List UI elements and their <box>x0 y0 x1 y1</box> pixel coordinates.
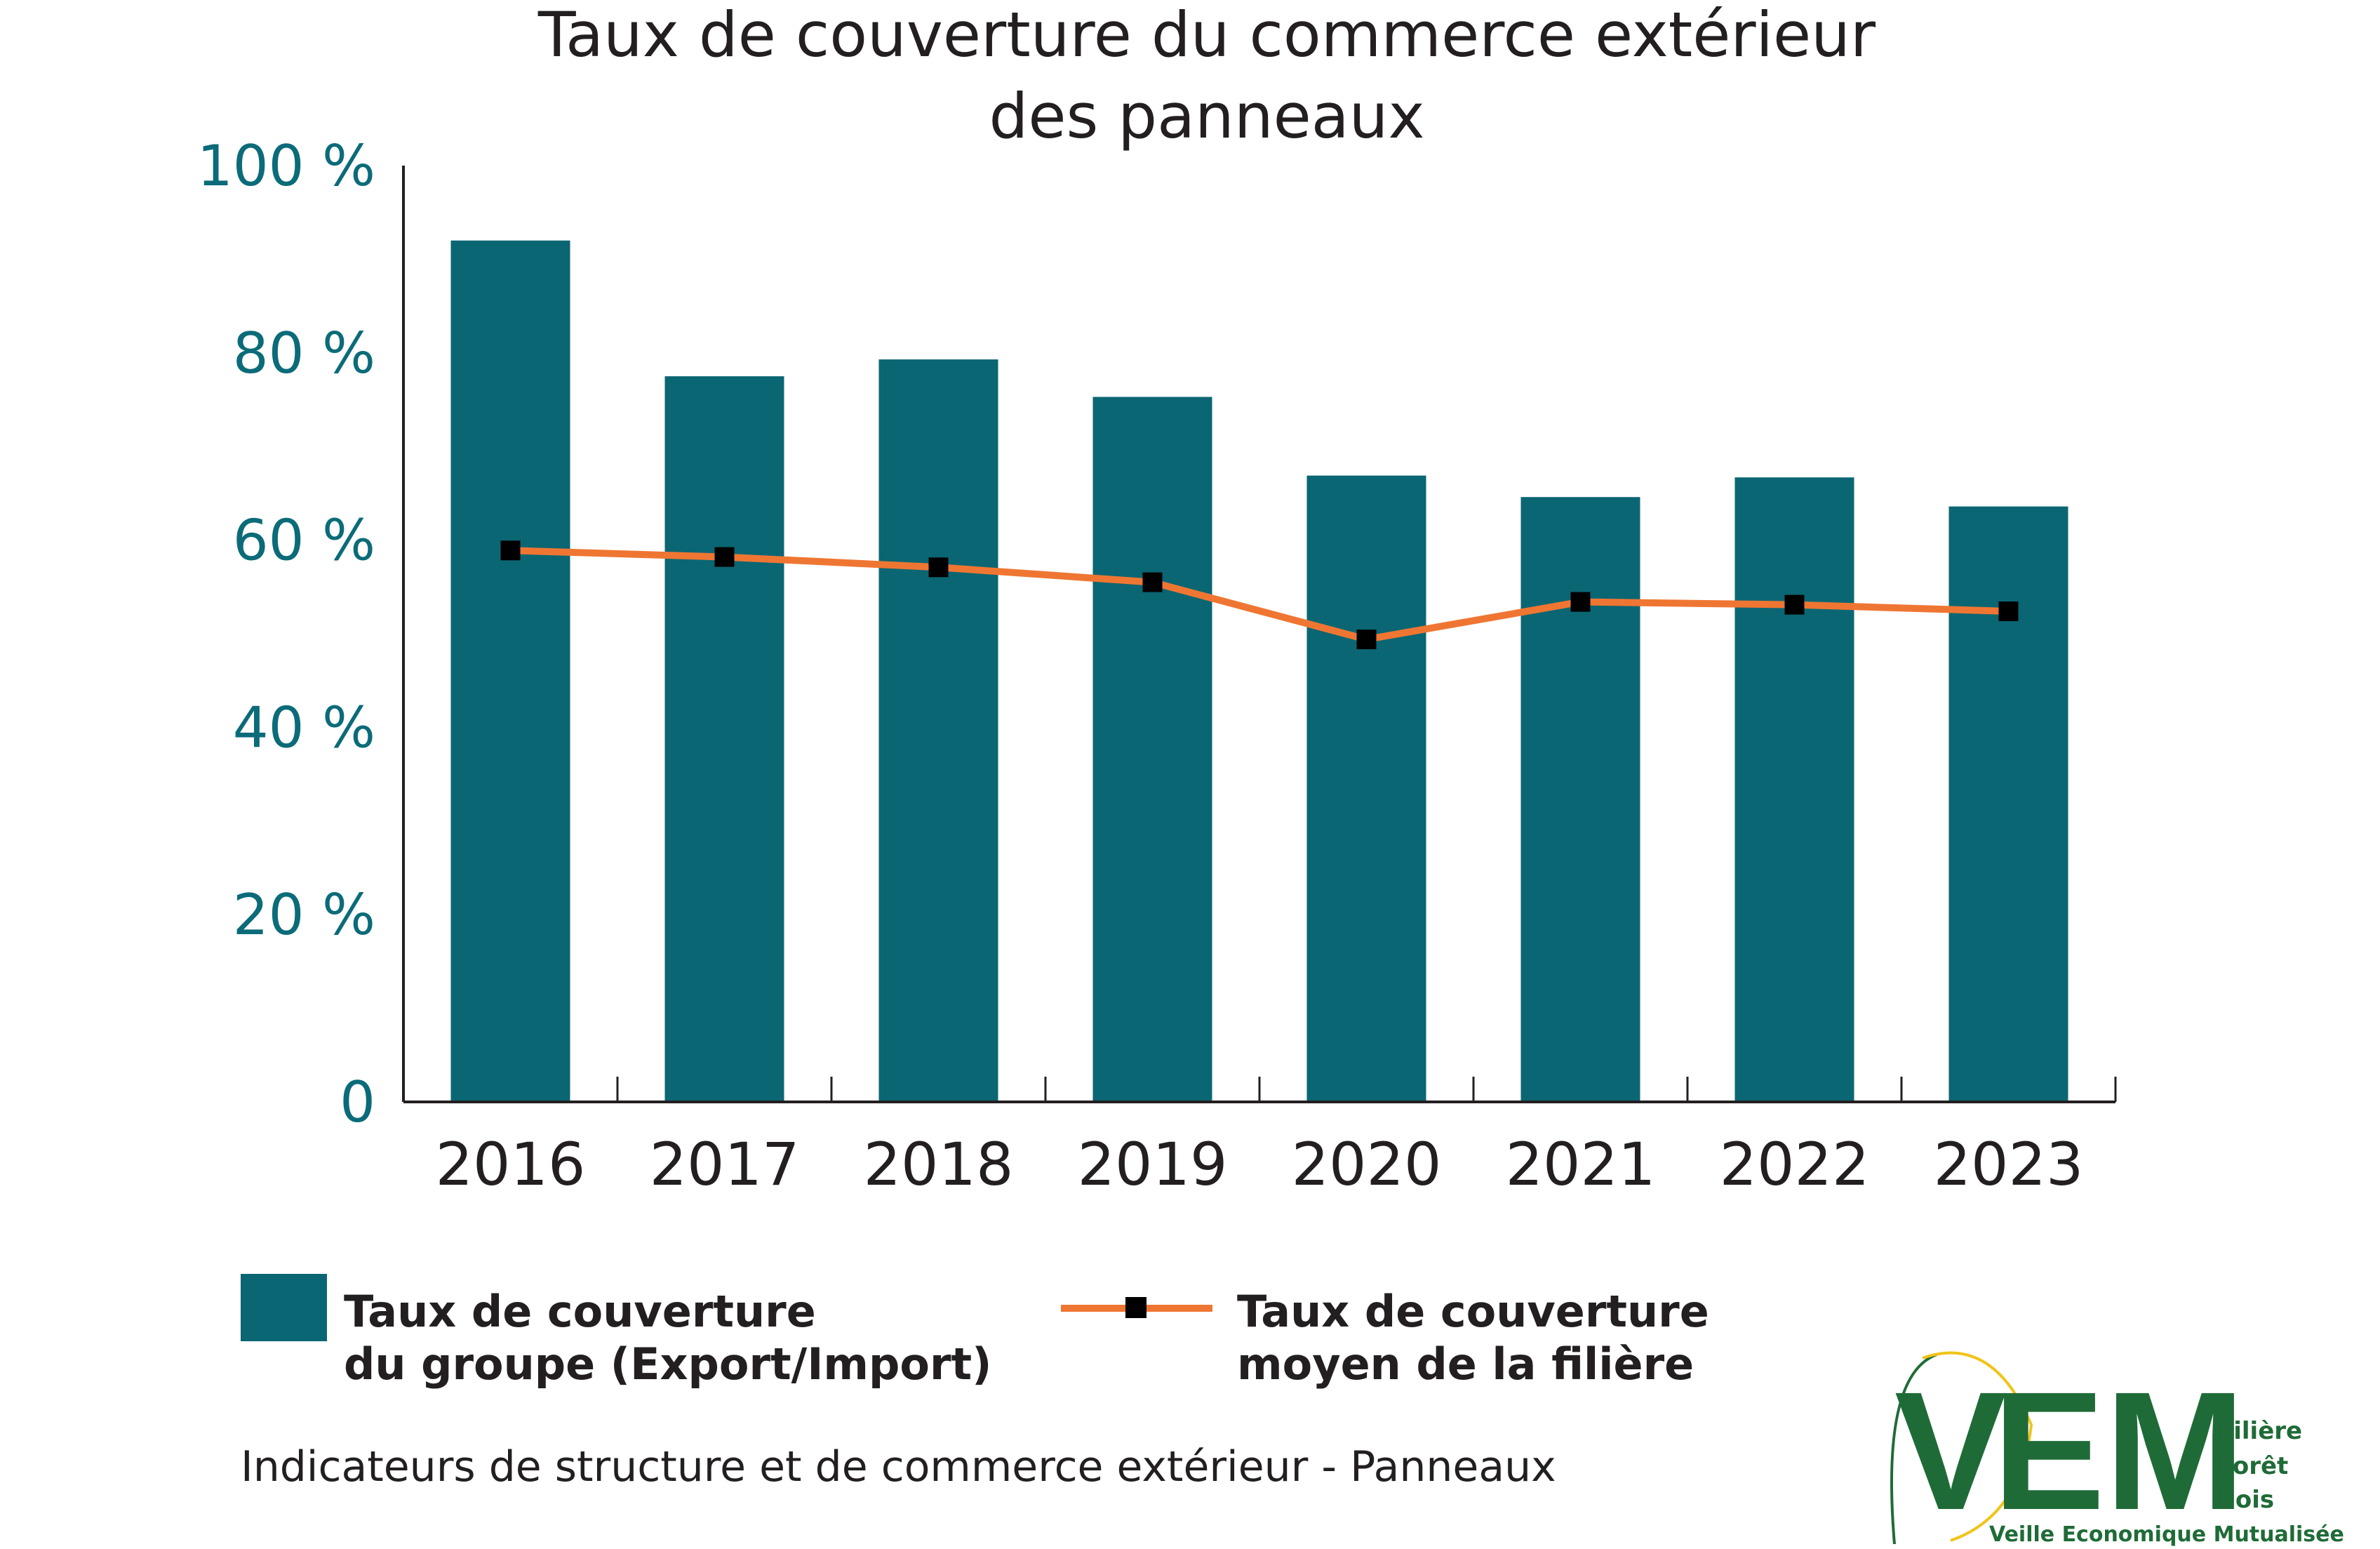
line-series <box>500 540 2019 649</box>
y-axis-ticks: 0 20 % 40 % 60 % 80 % 100 % <box>197 133 375 1135</box>
legend: Taux de couverture du groupe (Export/Imp… <box>241 1274 1709 1390</box>
y-tick-label: 0 <box>340 1070 375 1135</box>
logo-foret: Forêt <box>2217 1452 2288 1480</box>
x-tick-label: 2019 <box>1078 1130 1228 1199</box>
y-tick-label: 100 % <box>197 133 375 199</box>
logo-letter-v: V <box>1894 1357 2007 1545</box>
logo-arc-green <box>1890 1353 1937 1545</box>
line-marker-2023 <box>1998 601 2019 621</box>
legend-line-label-line1: Taux de couverture <box>1237 1286 1709 1337</box>
line-marker-2022 <box>1784 594 1805 615</box>
x-tick-label: 2023 <box>1934 1130 2084 1199</box>
logo-subtitle: Veille Economique Mutualisée <box>1989 1522 2344 1547</box>
line-marker-2016 <box>500 540 521 561</box>
x-tick-label: 2021 <box>1506 1130 1656 1199</box>
bar-2017 <box>664 376 784 1102</box>
line-marker-2019 <box>1142 572 1163 592</box>
logo-bois: Bois <box>2217 1486 2274 1514</box>
line-marker-2021 <box>1570 592 1591 612</box>
logo-letter-m: M <box>2105 1357 2245 1545</box>
vem-logo: V E M Filière Forêt Bois Veille Economiq… <box>1890 1351 2344 1547</box>
legend-line-label-line2: moyen de la filière <box>1237 1338 1694 1390</box>
line-marker-2017 <box>714 547 735 567</box>
chart-title-line2: des panneaux <box>989 80 1424 152</box>
logo-filiere: Filière <box>2217 1417 2302 1445</box>
line-path <box>510 547 2009 643</box>
y-tick-label: 60 % <box>233 508 375 573</box>
bar-series <box>450 240 2068 1103</box>
y-tick-label: 40 % <box>233 695 375 760</box>
x-tick-label: 2017 <box>650 1130 800 1199</box>
x-tick-label: 2020 <box>1292 1130 1442 1199</box>
bar-2019 <box>1092 397 1212 1102</box>
line-marker-2018 <box>928 557 949 578</box>
legend-line-marker <box>1125 1297 1146 1318</box>
x-tick-label: 2016 <box>436 1130 586 1199</box>
bar-2021 <box>1520 497 1640 1102</box>
bar-2020 <box>1306 475 1426 1102</box>
bar-2022 <box>1734 477 1854 1102</box>
axes <box>402 166 2117 1103</box>
x-tick-label: 2018 <box>864 1130 1014 1199</box>
legend-bar-label-line2: du groupe (Export/Import) <box>344 1338 992 1390</box>
y-tick-label: 80 % <box>233 321 375 386</box>
bar-2016 <box>450 240 570 1103</box>
legend-bar-swatch <box>241 1274 327 1341</box>
y-tick-label: 20 % <box>233 882 375 948</box>
bar-2023 <box>1948 506 2068 1102</box>
chart-caption: Indicateurs de structure et de commerce … <box>241 1442 1556 1491</box>
legend-bar-label-line1: Taux de couverture <box>344 1286 816 1337</box>
bar-2018 <box>878 359 998 1102</box>
x-tick-label: 2022 <box>1720 1130 1870 1199</box>
chart-title-line1: Taux de couverture du commerce extérieur <box>537 0 1876 71</box>
x-axis-ticks: 2016 2017 2018 2019 2020 2021 2022 2023 <box>436 1130 2084 1199</box>
line-marker-2020 <box>1356 630 1377 649</box>
logo-letter-e: E <box>1993 1357 2105 1545</box>
logo-arc-yellow <box>1922 1351 2033 1542</box>
